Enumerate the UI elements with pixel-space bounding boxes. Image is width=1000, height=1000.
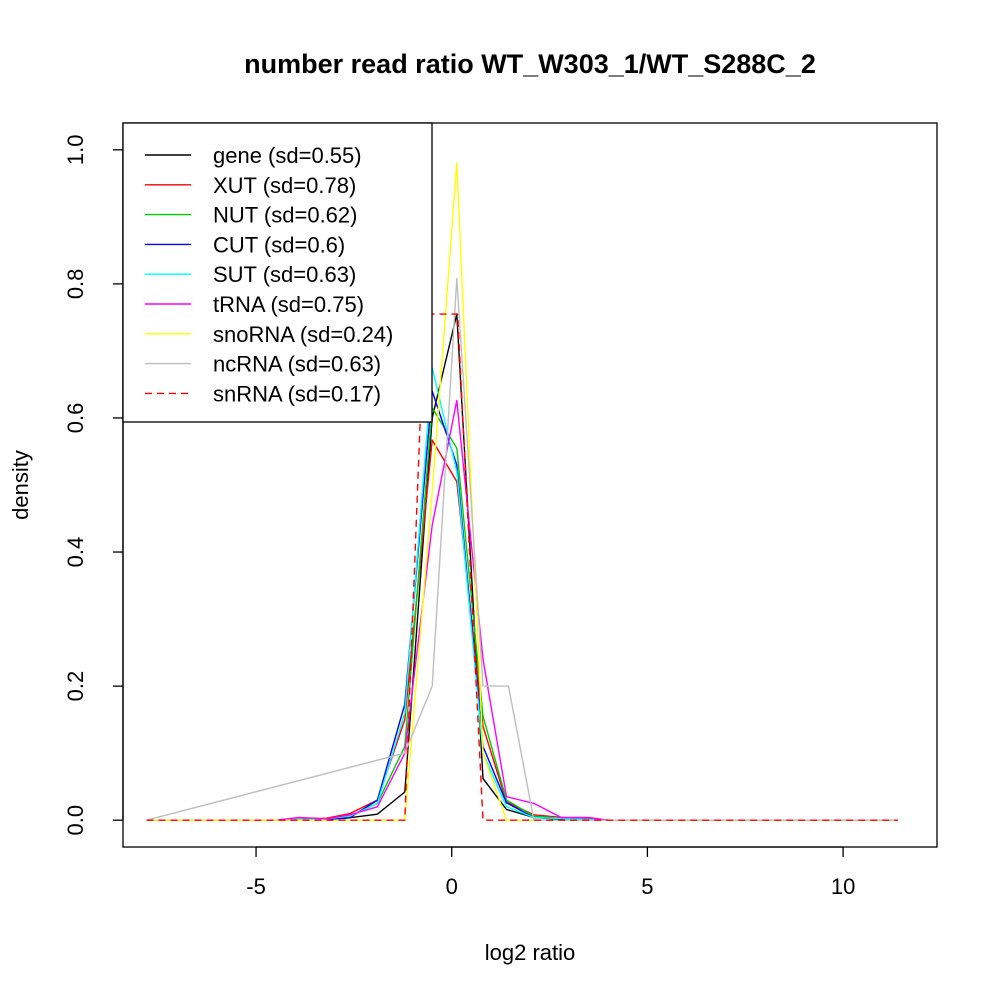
chart-title: number read ratio WT_W303_1/WT_S288C_2 [244,49,816,79]
series-line-8 [146,313,898,821]
x-axis-label: log2 ratio [485,940,576,965]
x-tick-label: -5 [246,874,266,899]
x-tick-label: 5 [641,874,653,899]
x-tick-label: 0 [446,874,458,899]
legend-label: NUT (sd=0.62) [213,203,357,228]
legend-label: snoRNA (sd=0.24) [213,322,393,347]
series-line-5 [146,399,898,821]
y-tick-label: 0.6 [63,403,88,434]
y-tick-label: 0.8 [63,269,88,300]
y-axis-label: density [8,450,33,520]
legend-label: XUT (sd=0.78) [213,173,356,198]
y-axis: 0.0 0.2 0.4 0.6 0.8 1.0 [63,135,124,836]
x-axis: -5 0 5 10 [246,846,855,899]
legend-label: gene (sd=0.55) [213,143,362,168]
legend: gene (sd=0.55) XUT (sd=0.78) NUT (sd=0.62)… [122,122,433,423]
legend-label: snRNA (sd=0.17) [213,381,381,406]
legend-label: SUT (sd=0.63) [213,262,356,287]
legend-items: gene (sd=0.55) XUT (sd=0.78) NUT (sd=0.62)… [145,143,393,406]
x-tick-label: 10 [831,874,855,899]
legend-label: ncRNA (sd=0.63) [213,352,381,377]
y-tick-label: 1.0 [63,135,88,166]
plot-area [146,162,898,821]
series-line-7 [146,277,898,821]
legend-label: tRNA (sd=0.75) [213,292,364,317]
legend-box [122,122,433,423]
legend-label: CUT (sd=0.6) [213,232,345,257]
y-tick-label: 0.4 [63,537,88,568]
y-tick-label: 0.2 [63,671,88,702]
y-tick-label: 0.0 [63,805,88,836]
